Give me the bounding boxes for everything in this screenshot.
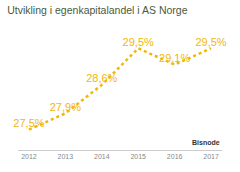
svg-text:27,9%: 27,9% [50,101,81,113]
svg-text:28,6%: 28,6% [86,72,117,84]
svg-text:2012: 2012 [21,153,37,160]
svg-text:Utvikling i egenkapitalandel i: Utvikling i egenkapitalandel i AS Norge [7,4,188,16]
svg-text:29,5%: 29,5% [195,36,226,48]
svg-text:2017: 2017 [203,153,219,160]
svg-text:2015: 2015 [130,153,146,160]
svg-text:29,5%: 29,5% [123,36,154,48]
svg-text:2014: 2014 [94,153,110,160]
svg-text:2013: 2013 [58,153,74,160]
svg-text:Bisnode: Bisnode [192,139,220,146]
svg-text:2016: 2016 [167,153,183,160]
svg-text:29,1%: 29,1% [159,52,190,64]
svg-text:27,5%: 27,5% [13,117,44,129]
